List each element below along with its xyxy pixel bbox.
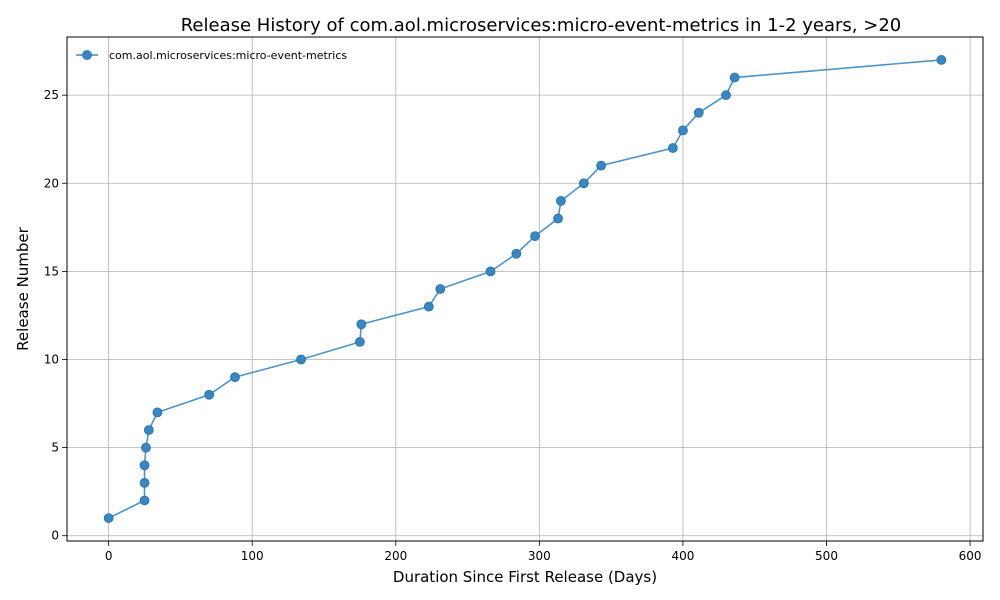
y-tick-label: 5	[51, 441, 59, 455]
data-point	[721, 90, 731, 101]
data-point	[139, 477, 150, 488]
y-tick-label: 25	[44, 88, 59, 102]
x-tick-label: 500	[815, 549, 838, 563]
data-series	[103, 55, 947, 523]
data-point	[204, 389, 215, 400]
y-tick-label: 20	[44, 176, 59, 190]
data-point	[139, 495, 150, 506]
x-tick-label: 200	[384, 549, 407, 563]
y-tick-label: 0	[51, 529, 59, 543]
plot-area-frame	[66, 36, 984, 542]
chart-title: Release History of com.aol.microservices…	[181, 15, 902, 36]
data-point	[103, 513, 114, 523]
data-point	[511, 248, 522, 259]
x-tick-label: 100	[241, 549, 264, 563]
legend-marker-swatch	[82, 50, 92, 60]
y-axis-ticks: 0 5 10 15 20 25	[44, 88, 67, 543]
x-tick-label: 600	[959, 549, 982, 563]
x-axis-label: Duration Since First Release (Days)	[393, 568, 657, 586]
data-point	[139, 460, 150, 471]
data-point	[553, 213, 563, 224]
data-point	[230, 372, 240, 383]
data-point	[578, 178, 589, 189]
x-axis-ticks: 0 100 200 300 400 500 600	[105, 541, 982, 563]
legend: com.aol.microservices:micro-event-metric…	[76, 49, 347, 62]
data-point	[530, 231, 540, 242]
data-point	[596, 160, 606, 171]
data-point	[435, 284, 446, 294]
data-point	[356, 319, 367, 330]
data-point	[678, 125, 688, 136]
y-tick-label: 15	[44, 264, 59, 278]
x-tick-label: 0	[105, 549, 113, 563]
legend-entry-label: com.aol.microservices:micro-event-metric…	[109, 49, 347, 62]
data-point	[936, 55, 947, 65]
grid-lines	[67, 37, 983, 541]
x-tick-label: 400	[671, 549, 694, 563]
data-point	[152, 407, 163, 418]
y-tick-label: 10	[44, 352, 59, 366]
data-point	[354, 336, 365, 347]
data-point	[423, 301, 434, 312]
data-point	[143, 425, 154, 435]
data-point	[296, 354, 306, 365]
x-tick-label: 300	[528, 549, 551, 563]
data-point	[693, 107, 704, 118]
data-point	[485, 266, 496, 277]
data-point	[729, 72, 740, 83]
data-point	[141, 442, 151, 453]
data-point	[667, 143, 678, 153]
series-line	[108, 59, 942, 519]
data-point	[555, 195, 566, 206]
y-axis-label: Release Number	[14, 226, 32, 350]
